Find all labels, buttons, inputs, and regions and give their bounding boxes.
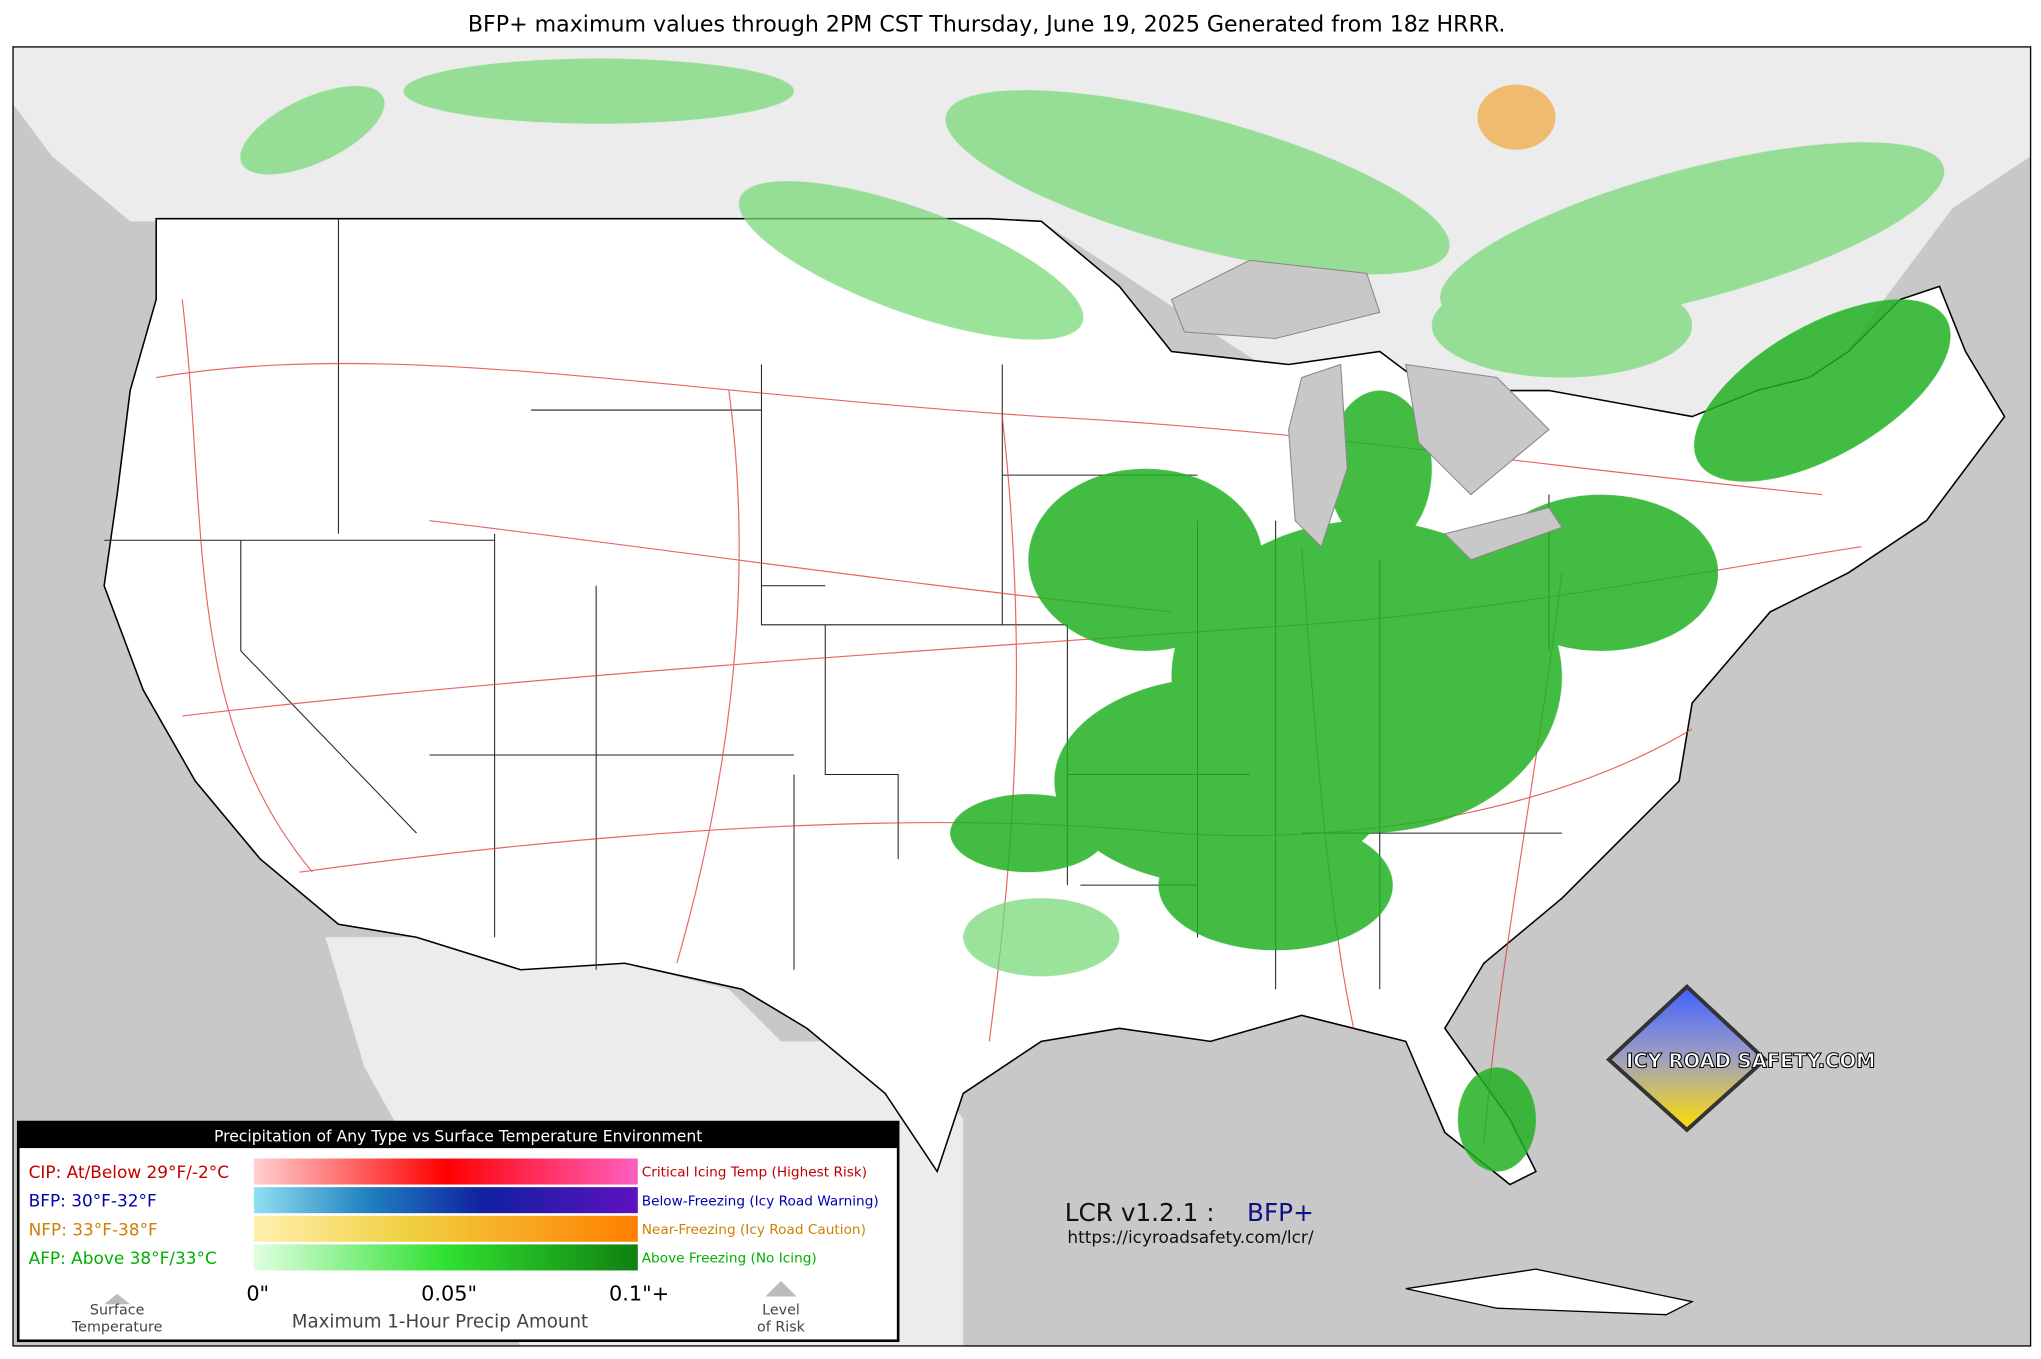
product-text: BFP+ (1247, 1198, 1314, 1227)
scale-title: Maximum 1-Hour Precip Amount (292, 1312, 588, 1333)
precip-nfp (1477, 84, 1556, 150)
left-label-1: Surface (90, 1303, 145, 1319)
legend-rows: CIP: At/Below 29°F/-2°C Critical Icing Te… (29, 1158, 879, 1271)
legend-row-label: NFP: 33°F-38°F (29, 1219, 158, 1239)
legend-row-description: Above Freezing (No Icing) (642, 1251, 817, 1267)
version-label: LCR v1.2.1 : BFP+ https://icyroadsafety.… (1065, 1198, 1314, 1247)
right-label-1: Level (762, 1303, 800, 1319)
right-label-2: of Risk (757, 1320, 806, 1336)
version-url: https://icyroadsafety.com/lcr/ (1067, 1227, 1313, 1247)
legend-row-description: Below-Freezing (Icy Road Warning) (642, 1193, 879, 1209)
precip-afp-light (240, 58, 1945, 977)
scale-label: 0.1"+ (609, 1281, 669, 1305)
legend-row-label: AFP: Above 38°F/33°C (29, 1248, 217, 1268)
conus (103, 217, 2006, 1186)
legend-swatch (253, 1187, 638, 1214)
great-lakes (1170, 259, 1563, 561)
legend-row-description: Critical Icing Temp (Highest Risk) (642, 1165, 867, 1181)
legend-swatch (253, 1158, 638, 1185)
legend-swatch (253, 1215, 638, 1242)
legend: Precipitation of Any Type vs Surface Tem… (16, 1120, 900, 1343)
legend-row-description: Near-Freezing (Icy Road Caution) (642, 1222, 866, 1238)
legend-row-label: CIP: At/Below 29°F/-2°C (29, 1162, 229, 1182)
left-label-2: Temperature (71, 1320, 163, 1336)
map-frame (12, 46, 2032, 1347)
map-title: BFP+ maximum values through 2PM CST Thur… (468, 11, 1506, 37)
legend-swatch (253, 1244, 638, 1271)
logo-text: ICY ROAD SAFETY.COM (1626, 1049, 1875, 1072)
legend-title: Precipitation of Any Type vs Surface Tem… (214, 1128, 702, 1146)
scale-label: 0" (246, 1281, 269, 1305)
scale-label: 0.05" (421, 1281, 477, 1305)
logo: ICY ROAD SAFETY.COM (1605, 984, 1876, 1133)
cuba (1405, 1268, 1695, 1316)
precip-afp (950, 299, 1951, 1172)
version-text: LCR v1.2.1 : (1065, 1198, 1215, 1227)
legend-row-label: BFP: 30°F-32°F (29, 1191, 157, 1211)
